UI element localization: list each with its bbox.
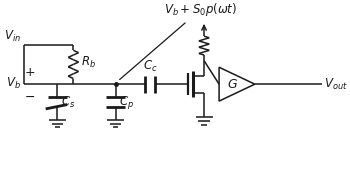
Text: $G$: $G$: [227, 78, 238, 91]
Text: $C_s$: $C_s$: [61, 94, 76, 110]
Text: $C_c$: $C_c$: [143, 59, 157, 74]
Text: $C_p$: $C_p$: [119, 94, 134, 111]
Text: $R_b$: $R_b$: [81, 55, 96, 70]
Text: $-$: $-$: [25, 90, 36, 103]
Text: $+$: $+$: [25, 66, 36, 79]
Text: $V_{in}$: $V_{in}$: [4, 29, 21, 44]
Text: $V_{out}$: $V_{out}$: [324, 77, 348, 92]
Text: $V_b + S_0 p(\omega t)$: $V_b + S_0 p(\omega t)$: [120, 1, 237, 79]
Text: $V_b$: $V_b$: [6, 76, 21, 91]
